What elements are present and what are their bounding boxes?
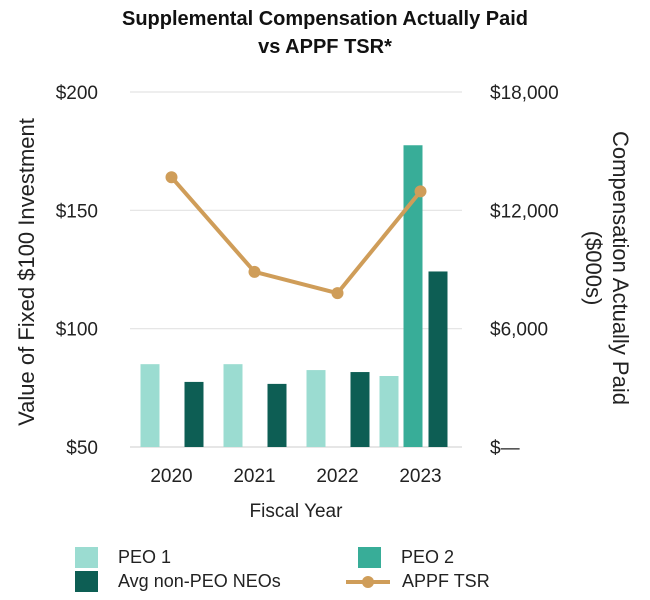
bar-peo1 [379, 376, 399, 447]
x-tick-label: 2021 [233, 466, 275, 487]
legend-item-avg-non-peo: Avg non-PEO NEOs [75, 571, 281, 592]
bar-avg-non-peo [267, 383, 287, 447]
right-tick-label: $18,000 [490, 83, 559, 104]
legend-label-avg-non-peo: Avg non-PEO NEOs [118, 571, 281, 591]
legend-swatch-avg-non-peo [75, 571, 98, 592]
right-axis-title-line-2: ($000s) [581, 231, 606, 306]
left-tick-label: $150 [56, 201, 98, 222]
tsr-line [169, 175, 423, 296]
tsr-point [165, 171, 178, 184]
legend-label-tsr: APPF TSR [402, 571, 490, 591]
legend-item-peo2: PEO 2 [358, 547, 454, 568]
left-tick-label: $200 [56, 83, 98, 104]
x-axis-title: Fiscal Year [250, 501, 344, 522]
legend-item-tsr: APPF TSR [346, 571, 490, 592]
left-tick-label: $50 [66, 438, 98, 459]
bar-peo1 [306, 370, 326, 447]
tsr-line-layer [165, 171, 427, 300]
right-tick-label: $6,000 [490, 320, 548, 341]
left-axis-title: Value of Fixed $100 Investment [14, 118, 39, 426]
bars [140, 145, 448, 447]
x-tick-label: 2023 [399, 466, 441, 487]
right-tick-label: $12,000 [490, 201, 559, 222]
tsr-point [248, 265, 261, 278]
bar-peo1 [223, 364, 243, 447]
legend: PEO 1 PEO 2 Avg non-PEO NEOs APPF TSR [0, 540, 650, 600]
tsr-point [414, 185, 427, 198]
right-axis-title-line-1: Compensation Actually Paid [608, 131, 633, 405]
chart-plot: $50 $100 $150 $200 $— $6,000 $12,000 $18,000 202… [14, 83, 633, 522]
axis-labels: $50 $100 $150 $200 $— $6,000 $12,000 $18,000 202… [14, 83, 633, 522]
chart-title-line-2: vs APPF TSR* [258, 36, 392, 58]
bar-peo1 [140, 364, 160, 447]
right-tick-label: $— [490, 438, 520, 459]
legend-item-peo1: PEO 1 [75, 547, 171, 568]
legend-swatch-peo2 [358, 547, 381, 568]
x-tick-label: 2022 [316, 466, 358, 487]
bar-avg-non-peo [350, 372, 370, 447]
bar-avg-non-peo [428, 271, 448, 447]
legend-label-peo1: PEO 1 [118, 547, 172, 567]
bar-avg-non-peo [184, 381, 204, 447]
chart-title-line-1: Supplemental Compensation Actually Paid [122, 8, 528, 30]
bar-peo2 [403, 145, 423, 447]
legend-label-peo2: PEO 2 [401, 547, 455, 567]
tsr-point [331, 287, 344, 300]
legend-swatch-tsr [346, 571, 390, 592]
x-tick-label: 2020 [150, 466, 192, 487]
legend-swatch-peo1 [75, 547, 98, 568]
left-tick-label: $100 [56, 320, 98, 341]
